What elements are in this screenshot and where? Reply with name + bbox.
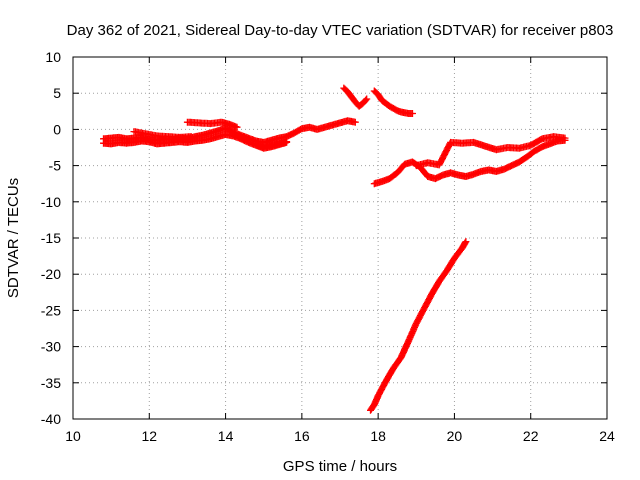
x-tick-label: 22 <box>523 428 539 444</box>
data-point <box>283 138 291 146</box>
data-series <box>183 118 241 131</box>
axis-layer: 10 12 14 16 18 20 22 24 10 5 0 -5 -10 -15 -20 -25 -30 -35… <box>41 49 615 444</box>
x-tick-label: 16 <box>294 428 310 444</box>
y-tick-label: -10 <box>41 194 61 210</box>
x-tick-label: 24 <box>599 428 615 444</box>
data-series <box>130 128 195 141</box>
y-axis-label: SDTVAR / TECUs <box>5 178 22 298</box>
y-tick-label: 0 <box>53 121 61 137</box>
y-tick-label: -35 <box>41 375 61 391</box>
data-point <box>561 134 569 142</box>
y-tick-label: -40 <box>41 411 61 427</box>
x-tick-label: 18 <box>370 428 386 444</box>
x-tick-label: 10 <box>65 428 81 444</box>
y-tick-label: -30 <box>41 339 61 355</box>
data-point <box>462 238 470 246</box>
y-tick-label: 5 <box>53 85 61 101</box>
data-series <box>370 87 416 117</box>
data-point <box>233 123 241 131</box>
y-tick-label: -5 <box>49 158 62 174</box>
data-layer <box>100 84 569 414</box>
data-point <box>351 118 359 126</box>
y-tick-label: -20 <box>41 266 61 282</box>
data-series <box>367 238 470 414</box>
data-series <box>412 133 569 170</box>
chart-title: Day 362 of 2021, Sidereal Day-to-day VTE… <box>67 22 614 39</box>
data-point <box>409 110 416 117</box>
y-tick-label: 10 <box>45 49 61 65</box>
grid-layer <box>73 57 607 419</box>
data-point <box>363 95 371 103</box>
x-axis-label: GPS time / hours <box>283 458 397 475</box>
y-tick-label: -25 <box>41 302 61 318</box>
data-point <box>362 96 370 104</box>
y-tick-label: -15 <box>41 230 61 246</box>
data-point <box>461 239 469 247</box>
x-tick-label: 20 <box>447 428 463 444</box>
data-series <box>340 84 371 110</box>
x-tick-label: 14 <box>218 428 234 444</box>
x-tick-label: 12 <box>141 428 157 444</box>
data-series <box>252 138 291 151</box>
data-point <box>187 133 195 141</box>
